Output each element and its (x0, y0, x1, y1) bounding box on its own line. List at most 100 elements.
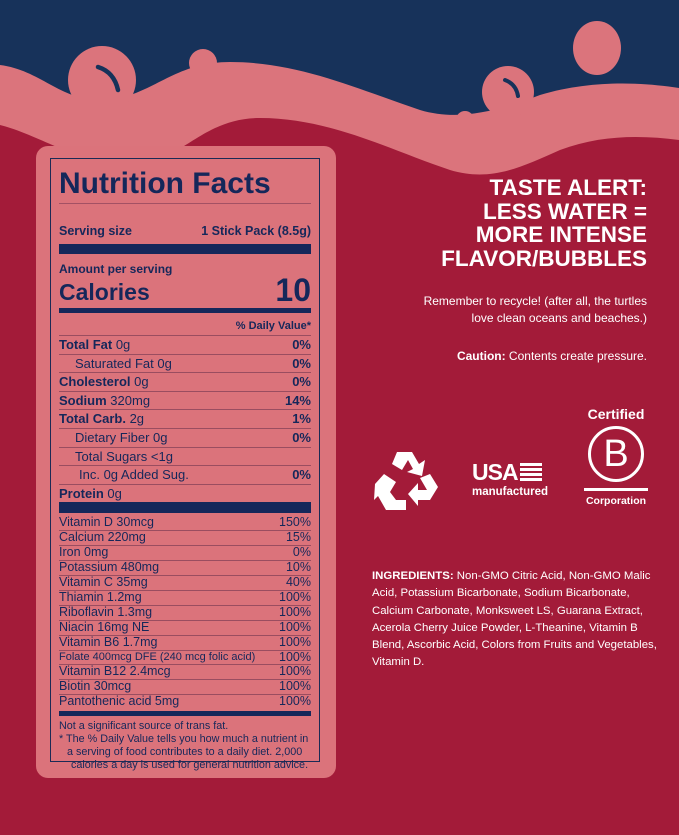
nutrient-name: Total Fat (59, 337, 113, 352)
vitamin-row: Biotin 30mcg 100% (59, 679, 311, 696)
nutrient-row: Total Fat 0g 0% (59, 336, 311, 355)
serving-size-label: Serving size (59, 224, 132, 238)
vitamin-name: Thiamin 1.2mg (59, 589, 142, 604)
nutrient-amount: 0g (134, 374, 149, 390)
vitamin-row: Calcium 220mg 15% (59, 530, 311, 547)
vitamin-row: Potassium 480mg 10% (59, 560, 311, 576)
vitamin-name: Niacin 16mg NE (59, 619, 150, 634)
nutrient-dv: 0% (292, 467, 311, 483)
vitamin-row: Thiamin 1.2mg 100% (59, 589, 311, 606)
vitamin-name: Vitamin B12 2.4mcg (59, 664, 171, 679)
vitamin-dv: 100% (279, 679, 311, 694)
taste-alert-line: LESS WATER = (483, 198, 647, 224)
usa-manufactured-badge: USA manufactured (472, 460, 558, 504)
vitamin-row: Vitamin D 30mcg 150% (59, 515, 311, 532)
calories-value: 10 (275, 272, 311, 308)
thick-divider (59, 502, 311, 514)
bcorp-corporation-text: Corporation (585, 495, 647, 507)
bcorp-letter: B (603, 433, 629, 475)
vitamin-dv: 15% (285, 530, 311, 545)
ingredients-list: Non-GMO Citric Acid, Non-GMO Malic Acid,… (372, 570, 657, 669)
vitamin-dv: 40% (285, 574, 311, 589)
thick-divider (59, 244, 311, 254)
vitamin-name: Iron 0mg (59, 545, 109, 560)
nutrient-row: Inc. 0g Added Sug. 0% (59, 466, 311, 485)
recycle-note-line: Remember to recycle! (after all, the tur… (423, 294, 647, 308)
daily-value-note-line2: a serving of food contributes to a daily… (67, 746, 303, 759)
vitamin-dv: 100% (279, 649, 311, 664)
nutrient-name: Sodium (59, 392, 107, 408)
serving-size-row: Serving size 1 Stick Pack (8.5g) (59, 224, 311, 238)
ingredients-text: INGREDIENTS: Non-GMO Citric Acid, Non-GM… (372, 568, 662, 672)
vitamin-name: Biotin 30mcg (59, 679, 132, 694)
serving-size-value: 1 Stick Pack (8.5g) (201, 224, 311, 238)
nutrient-dv: 14% (284, 392, 311, 408)
nutrient-row: Protein 0g (59, 485, 311, 503)
nutrient-name: Dietary Fiber (75, 429, 150, 445)
usa-manufactured-text: manufactured (472, 486, 549, 498)
vitamin-dv: 100% (279, 694, 311, 709)
vitamin-dv: 100% (279, 619, 311, 634)
nutrient-dv: 0% (292, 429, 311, 445)
nutrient-dv: 0% (292, 337, 311, 352)
taste-alert-line: FLAVOR/BUBBLES (441, 245, 647, 271)
certified-b-corp-badge: Certified B Corporation (578, 406, 654, 516)
taste-alert-line: TASTE ALERT: (489, 175, 648, 200)
vitamin-name: Potassium 480mg (59, 560, 160, 575)
recycle-note: Remember to recycle! (after all, the tur… (424, 293, 647, 327)
vitamin-dv: 0% (292, 545, 311, 560)
caution-text: Contents create pressure. (505, 349, 647, 363)
recycle-icon (372, 446, 446, 516)
divider (59, 203, 311, 204)
vitamin-name: Calcium 220mg (59, 530, 146, 545)
usa-text: USA (472, 459, 519, 485)
bcorp-certified-text: Certified (587, 406, 645, 422)
vitamin-name: Vitamin B6 1.7mg (59, 634, 158, 649)
amount-per-serving: Amount per serving (59, 262, 173, 276)
nutrient-row: Total Carb. 2g 1% (59, 410, 311, 429)
daily-value-header: % Daily Value* (59, 317, 311, 336)
nutrient-name: Cholesterol (59, 374, 131, 390)
vitamin-name: Riboflavin 1.3mg (59, 604, 153, 619)
nutrition-facts-label: Nutrition Facts Serving size 1 Stick Pac… (50, 158, 320, 771)
vitamin-dv: 100% (279, 589, 311, 604)
vitamin-row: Niacin 16mg NE 100% (59, 619, 311, 636)
nutrient-amount: 0g (107, 485, 122, 501)
nutrient-amount: 2g (129, 411, 145, 427)
nutrient-name: Protein (59, 485, 104, 501)
nutrient-amount: <1g (150, 448, 173, 464)
caution-label: Caution: (456, 349, 506, 363)
nutrient-row: Dietary Fiber 0g 0% (59, 429, 311, 448)
vitamin-dv: 150% (279, 515, 311, 530)
usa-flag-stripes-icon (519, 463, 542, 481)
nutrient-amount: 0g (115, 337, 131, 352)
nutrient-row: Saturated Fat 0g 0% (59, 355, 311, 374)
vitamin-row: Vitamin B12 2.4mcg 100% (59, 664, 311, 681)
vitamin-name: Folate 400mcg DFE (240 mcg folic acid) (59, 650, 256, 663)
vitamin-row: Pantothenic acid 5mg 100% (59, 694, 311, 709)
daily-value-note-line3: calories a day is used for general nutri… (71, 759, 309, 772)
vitamin-list: Vitamin D 30mcg 150% Calcium 220mg 15% Iro… (59, 515, 311, 709)
taste-alert-heading: TASTE ALERT: LESS WATER = MORE INTENSE F… (441, 176, 647, 270)
nutrient-dv: 0% (292, 355, 311, 371)
vitamin-name: Vitamin D 30mcg (59, 515, 154, 530)
nutrient-amount: 320mg (110, 392, 151, 408)
medium-divider (59, 308, 311, 313)
nutrient-row: Total Sugars <1g (59, 448, 311, 467)
vitamin-dv: 100% (279, 664, 311, 679)
vitamin-name: Pantothenic acid 5mg (59, 694, 180, 709)
nutrient-list: Total Fat 0g 0% Saturated Fat 0g 0% Chol… (59, 336, 311, 502)
nutrient-dv: 1% (292, 411, 311, 427)
recycle-note-line: love clean oceans and beaches.) (471, 311, 647, 325)
vitamin-row: Vitamin B6 1.7mg 100% (59, 634, 311, 651)
vitamin-row: Folate 400mcg DFE (240 mcg folic acid) 10… (59, 649, 311, 666)
nutrition-panel: Nutrition Facts Serving size 1 Stick Pac… (36, 146, 336, 778)
taste-alert-line: MORE INTENSE (475, 222, 647, 247)
daily-value-note-line1: * The % Daily Value tells you how much a… (59, 733, 309, 746)
nutrition-facts-title: Nutrition Facts (59, 167, 271, 200)
nutrient-row: Sodium 320mg 14% (59, 392, 311, 411)
nutrient-name: Inc. 0g Added Sug. (79, 467, 189, 483)
nutrient-amount: 0g (153, 429, 168, 445)
footnotes: Not a significant source of trans fat. *… (59, 720, 311, 772)
ingredients-label: INGREDIENTS: (372, 570, 454, 582)
